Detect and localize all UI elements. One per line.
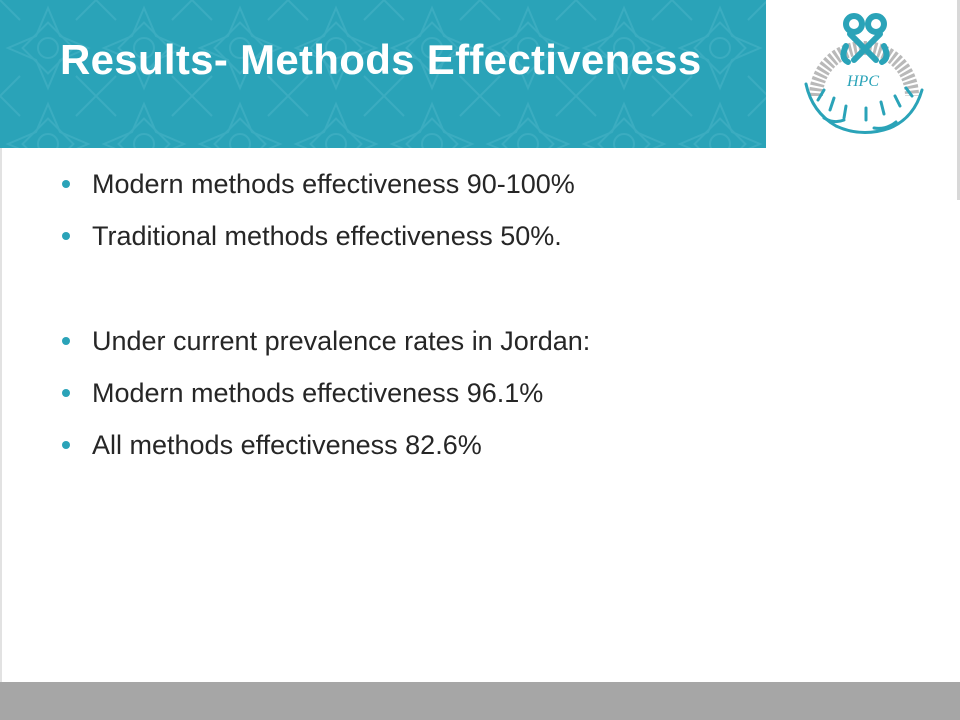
logo-text: HPC (846, 73, 879, 90)
bullet-icon (62, 180, 70, 188)
bullet-list: Modern methods effectiveness 90-100% Tra… (56, 162, 916, 475)
right-border (957, 0, 960, 200)
footer-bar (0, 682, 960, 720)
geometric-pattern (0, 0, 766, 148)
bullet-item: Traditional methods effectiveness 50%. (56, 214, 916, 266)
bullet-text: Modern methods effectiveness 90-100% (92, 169, 575, 199)
bullet-item: Modern methods effectiveness 96.1% (56, 371, 916, 423)
bullet-item: Modern methods effectiveness 90-100% (56, 162, 916, 214)
left-border (0, 148, 2, 682)
bullet-text: Modern methods effectiveness 96.1% (92, 378, 544, 408)
bullet-text: All methods effectiveness 82.6% (92, 430, 482, 460)
bullet-text: Under current prevalence rates in Jordan… (92, 326, 591, 356)
logo-figures-icon (840, 13, 890, 65)
hpc-logo: HPC (766, 0, 960, 148)
bullet-icon (62, 441, 70, 449)
bullet-text: Traditional methods effectiveness 50%. (92, 221, 562, 251)
bullet-item: All methods effectiveness 82.6% (56, 423, 916, 475)
bullet-icon (62, 337, 70, 345)
bullet-item: Under current prevalence rates in Jordan… (56, 319, 916, 371)
slide-title: Results- Methods Effectiveness (60, 36, 702, 83)
bullet-icon (62, 389, 70, 397)
bullet-icon (62, 232, 70, 240)
logo-calligraphy-icon (804, 82, 924, 134)
title-banner: Results- Methods Effectiveness (0, 0, 766, 148)
